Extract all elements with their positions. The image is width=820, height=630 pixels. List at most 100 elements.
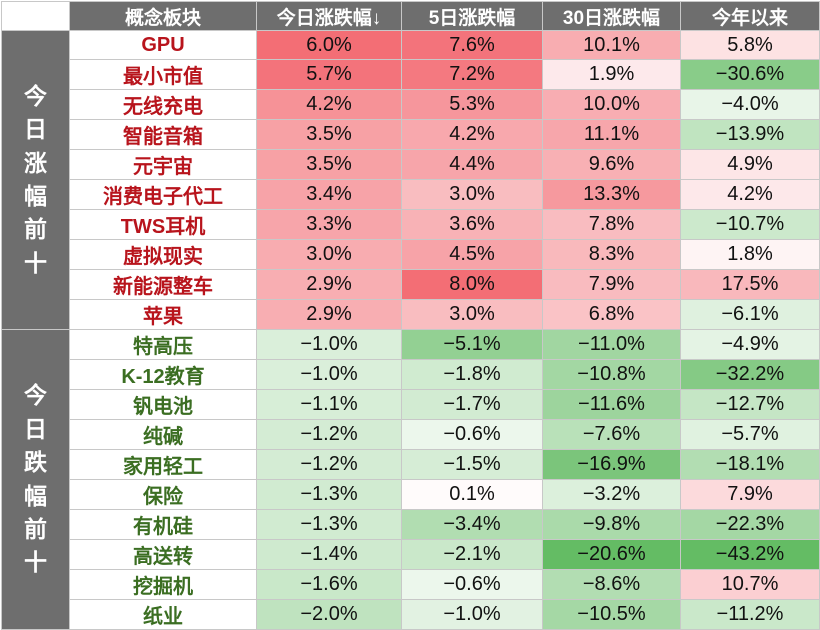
value-cell-30day: −10.8% (542, 359, 681, 390)
value-cell-today: 3.5% (256, 119, 402, 150)
value-cell-5day: 7.6% (401, 30, 543, 60)
value-cell-today: −1.0% (256, 329, 402, 360)
sector-name: 纯碱 (69, 419, 257, 450)
value-cell-5day: −1.8% (401, 359, 543, 390)
table-row: 今日跌幅前十特高压 −1.0% −5.1% −11.0% −4.9% (1, 329, 820, 630)
value-cell-30day: 11.1% (542, 119, 681, 150)
sector-name: 智能音箱 (69, 119, 257, 150)
value-cell-today: −1.3% (256, 509, 402, 540)
value-cell-ytd: 10.7% (680, 569, 820, 600)
header-5day-change: 5日涨跌幅 (401, 1, 543, 31)
value-cell-5day: 4.5% (401, 239, 543, 270)
sector-name: GPU (69, 30, 257, 60)
header-30day-change: 30日涨跌幅 (542, 1, 681, 31)
value-cell-today: 3.5% (256, 149, 402, 180)
value-cell-ytd: −43.2% (680, 539, 820, 570)
value-cell-5day: −2.1% (401, 539, 543, 570)
sector-name: 高送转 (69, 539, 257, 570)
value-cell-5day: 3.6% (401, 209, 543, 240)
value-cell-30day: −20.6% (542, 539, 681, 570)
value-cell-30day: −3.2% (542, 479, 681, 510)
value-cell-ytd: −5.7% (680, 419, 820, 450)
value-cell-today: 4.2% (256, 89, 402, 120)
value-cell-ytd: 17.5% (680, 269, 820, 300)
group-label-down: 今日跌幅前十 (1, 329, 70, 630)
table-row: 消费电子代工 3.4% 3.0% 13.3% 4.2% (2, 179, 820, 210)
value-cell-5day: −5.1% (401, 329, 543, 360)
sector-name: 无线充电 (69, 89, 257, 120)
value-cell-5day: −1.5% (401, 449, 543, 480)
value-cell-5day: −0.6% (401, 569, 543, 600)
value-cell-ytd: 5.8% (680, 30, 820, 60)
value-cell-today: 2.9% (256, 269, 402, 300)
value-cell-ytd: −12.7% (680, 389, 820, 420)
value-cell-ytd: −11.2% (680, 599, 820, 630)
value-cell-30day: 9.6% (542, 149, 681, 180)
header-row: 概念板块 今日涨跌幅↓ 5日涨跌幅 30日涨跌幅 今年以来 (1, 1, 820, 31)
table-body: 今日涨幅前十 GPU 6.0% 7.6% 10.1% 5.8% 最小市值 5.7% 7.2% 1.… (1, 30, 820, 630)
value-cell-30day: 7.8% (542, 209, 681, 240)
value-cell-5day: 3.0% (401, 179, 543, 210)
sector-name: K-12教育 (69, 359, 257, 390)
value-cell-5day: 3.0% (401, 299, 543, 330)
sector-name: 保险 (69, 479, 257, 510)
table-row: 高送转 −1.4% −2.1% −20.6% −43.2% (2, 539, 820, 570)
table-row: 有机硅 −1.3% −3.4% −9.8% −22.3% (2, 509, 820, 540)
value-cell-today: 3.3% (256, 209, 402, 240)
header-sector: 概念板块 (69, 1, 257, 31)
value-cell-ytd: −13.9% (680, 119, 820, 150)
table-row: 智能音箱 3.5% 4.2% 11.1% −13.9% (2, 119, 820, 150)
table-row: 苹果 2.9% 3.0% 6.8% −6.1% (2, 299, 820, 330)
table-row: 纯碱 −1.2% −0.6% −7.6% −5.7% (2, 419, 820, 450)
value-cell-ytd: −6.1% (680, 299, 820, 330)
sector-name: 新能源整车 (69, 269, 257, 300)
value-cell-30day: 7.9% (542, 269, 681, 300)
table-row: 元宇宙 3.5% 4.4% 9.6% 4.9% (2, 149, 820, 180)
value-cell-5day: −0.6% (401, 419, 543, 450)
sector-name: 挖掘机 (69, 569, 257, 600)
value-cell-30day: −9.8% (542, 509, 681, 540)
value-cell-ytd: 1.8% (680, 239, 820, 270)
sector-name: 元宇宙 (69, 149, 257, 180)
value-cell-30day: 10.0% (542, 89, 681, 120)
table-row: 今日涨幅前十 GPU 6.0% 7.6% 10.1% 5.8% (1, 30, 820, 330)
value-cell-ytd: −22.3% (680, 509, 820, 540)
value-cell-ytd: −32.2% (680, 359, 820, 390)
table-row: 无线充电 4.2% 5.3% 10.0% −4.0% (2, 89, 820, 120)
table-row: 挖掘机 −1.6% −0.6% −8.6% 10.7% (2, 569, 820, 600)
value-cell-30day: −8.6% (542, 569, 681, 600)
value-cell-30day: 8.3% (542, 239, 681, 270)
value-cell-today: 2.9% (256, 299, 402, 330)
sector-name: 消费电子代工 (69, 179, 257, 210)
table-row: 最小市值 5.7% 7.2% 1.9% −30.6% (2, 59, 820, 90)
sector-name: 特高压 (69, 329, 257, 360)
value-cell-today: −1.4% (256, 539, 402, 570)
value-cell-ytd: 7.9% (680, 479, 820, 510)
value-cell-ytd: −30.6% (680, 59, 820, 90)
value-cell-30day: −16.9% (542, 449, 681, 480)
value-cell-today: 6.0% (256, 30, 402, 60)
header-today-change: 今日涨跌幅↓ (256, 1, 402, 31)
sector-name: 苹果 (69, 299, 257, 330)
value-cell-ytd: −4.0% (680, 89, 820, 120)
value-cell-5day: −1.0% (401, 599, 543, 630)
table-row: 纸业 −2.0% −1.0% −10.5% −11.2% (2, 599, 820, 630)
value-cell-5day: 4.2% (401, 119, 543, 150)
value-cell-today: 5.7% (256, 59, 402, 90)
value-cell-30day: 6.8% (542, 299, 681, 330)
value-cell-5day: 0.1% (401, 479, 543, 510)
value-cell-30day: −11.0% (542, 329, 681, 360)
value-cell-30day: −7.6% (542, 419, 681, 450)
table-row: 新能源整车 2.9% 8.0% 7.9% 17.5% (2, 269, 820, 300)
table-row: 家用轻工 −1.2% −1.5% −16.9% −18.1% (2, 449, 820, 480)
header-corner (1, 1, 70, 31)
value-cell-today: −1.2% (256, 419, 402, 450)
sector-name: TWS耳机 (69, 209, 257, 240)
sector-name: 虚拟现实 (69, 239, 257, 270)
value-cell-30day: 13.3% (542, 179, 681, 210)
value-cell-ytd: −18.1% (680, 449, 820, 480)
value-cell-today: −2.0% (256, 599, 402, 630)
value-cell-today: −1.6% (256, 569, 402, 600)
value-cell-5day: −1.7% (401, 389, 543, 420)
